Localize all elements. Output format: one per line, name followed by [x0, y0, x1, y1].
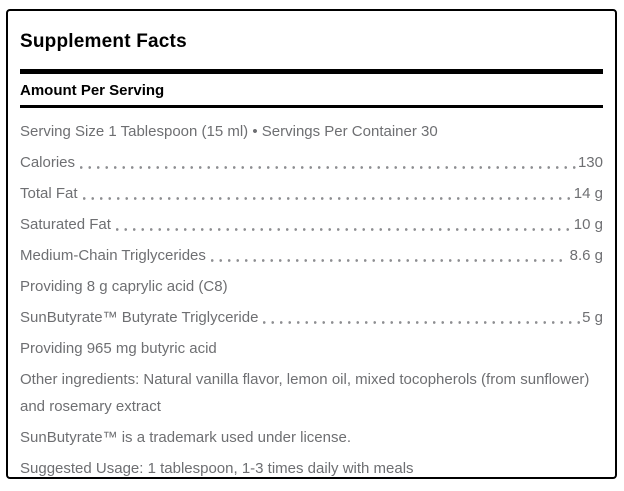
suggested-usage-text: Suggested Usage: 1 tablespoon, 1-3 times…	[20, 459, 414, 477]
dot-leader	[263, 320, 581, 324]
caprylic-acid-text: Providing 8 g caprylic acid (C8)	[20, 277, 228, 295]
dot-leader	[82, 196, 572, 200]
table-row-mct: Medium-Chain Triglycerides 8.6 g	[20, 248, 603, 263]
supplement-facts-panel: Supplement Facts Amount Per Serving Serv…	[6, 9, 617, 479]
sunbutyrate-label: SunButyrate™ Butyrate Triglyceride	[20, 308, 259, 326]
thick-divider-rule	[20, 69, 603, 74]
other-ingredients-text: Other ingredients: Natural vanilla flavo…	[20, 370, 590, 415]
thin-divider-rule	[20, 105, 603, 108]
panel-title: Supplement Facts	[20, 31, 187, 52]
calories-value: 130	[577, 153, 603, 171]
table-row-sunbutyrate: SunButyrate™ Butyrate Triglyceride 5 g	[20, 310, 603, 325]
total-fat-value: 14 g	[573, 184, 603, 202]
table-row-saturated-fat: Saturated Fat 10 g	[20, 217, 603, 232]
saturated-fat-value: 10 g	[573, 215, 603, 233]
dot-leader	[80, 165, 576, 169]
trademark-note-row: SunButyrate™ is a trademark used under l…	[20, 430, 603, 445]
mct-value: 8.6 g	[569, 246, 603, 264]
table-row-caprylic-acid: Providing 8 g caprylic acid (C8)	[20, 279, 603, 294]
serving-size-row: Serving Size 1 Tablespoon (15 ml) • Serv…	[20, 124, 603, 139]
dot-leader	[115, 227, 572, 231]
other-ingredients-paragraph: Other ingredients: Natural vanilla flavo…	[20, 366, 603, 420]
total-fat-label: Total Fat	[20, 184, 78, 202]
mct-label: Medium-Chain Triglycerides	[20, 246, 206, 264]
sunbutyrate-value: 5 g	[582, 308, 603, 326]
suggested-usage-row: Suggested Usage: 1 tablespoon, 1-3 times…	[20, 461, 603, 476]
butyric-acid-text: Providing 965 mg butyric acid	[20, 339, 217, 357]
saturated-fat-label: Saturated Fat	[20, 215, 111, 233]
table-row-calories: Calories 130	[20, 155, 603, 170]
amount-per-serving-header: Amount Per Serving	[20, 82, 165, 99]
calories-label: Calories	[20, 153, 76, 171]
table-row-butyric-acid: Providing 965 mg butyric acid	[20, 341, 603, 356]
trademark-note-text: SunButyrate™ is a trademark used under l…	[20, 428, 352, 446]
table-row-total-fat: Total Fat 14 g	[20, 186, 603, 201]
serving-size-text: Serving Size 1 Tablespoon (15 ml) • Serv…	[20, 122, 438, 140]
dot-leader	[210, 258, 568, 262]
